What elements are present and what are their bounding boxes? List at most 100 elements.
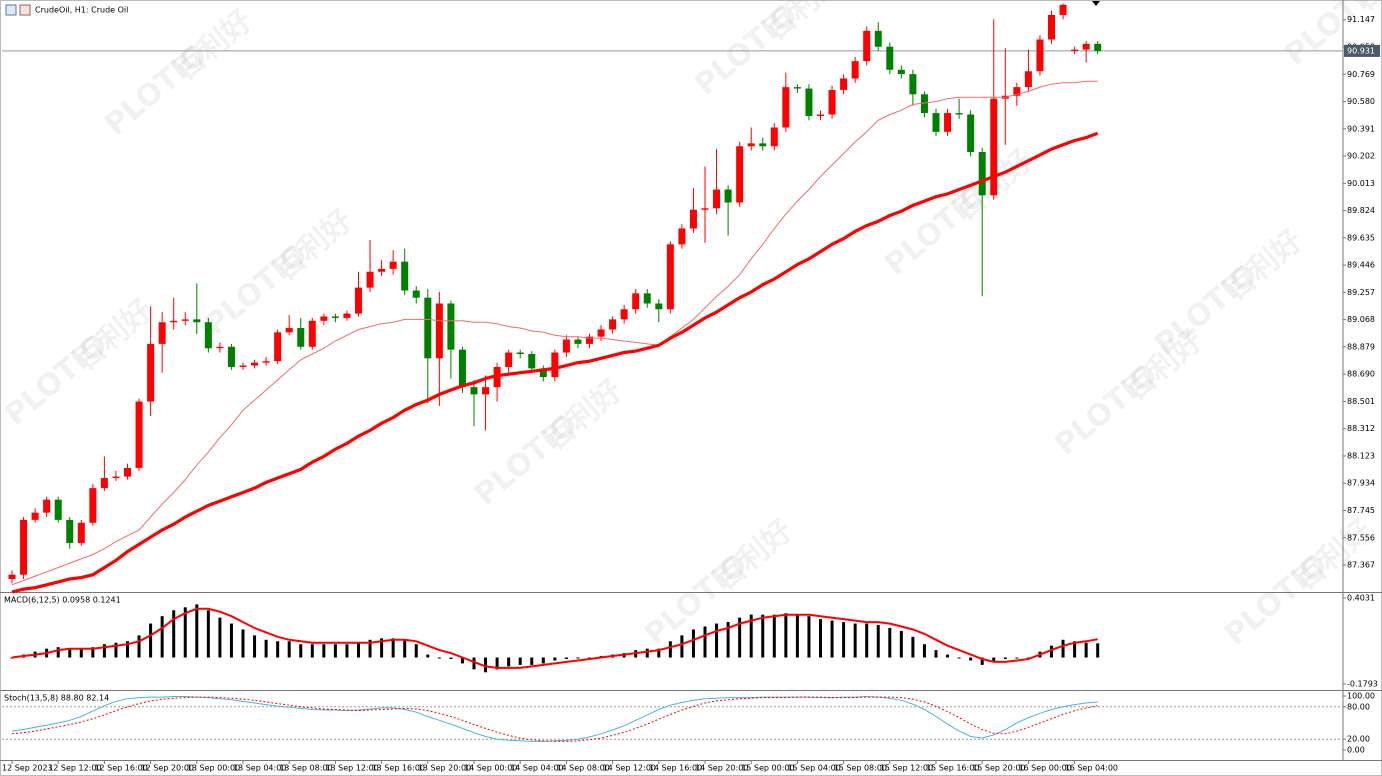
x-tick-label: 13 Sep 00:00 bbox=[187, 764, 240, 773]
candle-body bbox=[389, 261, 397, 269]
x-tick-label: 16 Sep 04:00 bbox=[1065, 764, 1118, 773]
x-tick-label: 14 Sep 12:00 bbox=[603, 764, 656, 773]
x-tick-label: 13 Sep 16:00 bbox=[372, 764, 425, 773]
candle-body bbox=[320, 316, 328, 321]
candle-body bbox=[978, 152, 986, 196]
x-tick-label: 15 Sep 08:00 bbox=[834, 764, 887, 773]
macd-bar bbox=[495, 657, 499, 670]
macd-bar bbox=[276, 641, 280, 658]
candle-body bbox=[227, 346, 235, 367]
macd-bar bbox=[518, 657, 522, 665]
macd-bar bbox=[738, 617, 742, 658]
last-price-label: 90.931 bbox=[1347, 46, 1375, 55]
macd-bar bbox=[922, 644, 926, 658]
y-tick-label: 100.00 bbox=[1347, 691, 1375, 700]
candle-body bbox=[689, 209, 697, 229]
y-tick-label: 87.745 bbox=[1347, 506, 1375, 515]
y-tick-label: 90.769 bbox=[1347, 70, 1375, 79]
x-tick-label: 13 Sep 12:00 bbox=[325, 764, 378, 773]
candle-body bbox=[77, 522, 85, 543]
macd-bar bbox=[761, 614, 765, 658]
candle-body bbox=[435, 303, 443, 359]
y-tick-label: 88.123 bbox=[1347, 451, 1375, 460]
candle-body bbox=[886, 46, 894, 70]
candle-body bbox=[308, 320, 316, 347]
macd-bar bbox=[772, 614, 776, 658]
macd-bar bbox=[195, 604, 199, 658]
moving-average bbox=[11, 131, 1099, 594]
macd-bar bbox=[253, 635, 257, 658]
macd-bar bbox=[102, 644, 106, 658]
macd-bar bbox=[980, 657, 984, 665]
candle-body bbox=[158, 322, 166, 344]
candle-body bbox=[262, 361, 270, 363]
y-tick-label: 88.312 bbox=[1347, 424, 1375, 433]
macd-bar bbox=[484, 657, 488, 673]
macd-bar bbox=[137, 635, 141, 658]
candle-body bbox=[701, 208, 709, 210]
macd-bar bbox=[149, 623, 153, 658]
candle-body bbox=[643, 293, 651, 304]
macd-bar bbox=[56, 647, 60, 658]
candle-body bbox=[89, 488, 97, 523]
macd-bar bbox=[969, 657, 973, 661]
candle-body bbox=[574, 339, 582, 344]
macd-bar bbox=[114, 642, 118, 658]
macd-bar bbox=[172, 610, 176, 658]
macd-bar bbox=[888, 627, 892, 658]
macd-bar bbox=[691, 629, 695, 658]
macd-bar bbox=[541, 657, 545, 664]
macd-bar bbox=[992, 657, 996, 662]
candle-body bbox=[297, 328, 305, 347]
candle-body bbox=[54, 499, 62, 520]
candle-body bbox=[458, 349, 466, 388]
y-tick-label: -0.1793 bbox=[1347, 679, 1378, 688]
macd-bar bbox=[333, 644, 337, 658]
macd-bar bbox=[807, 616, 811, 658]
candle-body bbox=[1024, 71, 1032, 88]
candle-body bbox=[597, 329, 605, 337]
candle-body bbox=[1059, 4, 1067, 15]
macd-bar bbox=[68, 648, 72, 658]
y-tick-label: 0.00 bbox=[1347, 746, 1365, 755]
y-tick-label: 89.635 bbox=[1347, 233, 1375, 242]
macd-bar bbox=[795, 614, 799, 658]
candle-body bbox=[932, 113, 940, 132]
y-tick-label: 0.4031 bbox=[1347, 594, 1375, 603]
candle-body bbox=[655, 303, 663, 310]
macd-bar bbox=[830, 620, 834, 658]
candle-body bbox=[216, 346, 224, 349]
macd-bar bbox=[414, 644, 418, 658]
y-tick-label: 88.690 bbox=[1347, 370, 1375, 379]
x-tick-label: 12 Sep 20:00 bbox=[141, 764, 194, 773]
macd-bar bbox=[380, 638, 384, 658]
stoch-title: Stoch(13,5,8) 88.80 82.14 bbox=[4, 694, 109, 703]
candle-body bbox=[805, 88, 813, 116]
candle-body bbox=[620, 309, 628, 320]
candle-body bbox=[274, 332, 282, 362]
macd-bar bbox=[264, 639, 268, 658]
candle-body bbox=[355, 287, 362, 314]
candle-body bbox=[516, 352, 524, 354]
candle-body bbox=[632, 293, 640, 310]
macd-bar bbox=[842, 622, 846, 658]
candle-body bbox=[562, 339, 570, 353]
candle-body bbox=[505, 352, 513, 367]
candle-body bbox=[539, 368, 547, 378]
candle-body bbox=[331, 316, 339, 318]
y-tick-label: 91.147 bbox=[1347, 15, 1375, 24]
macd-bar bbox=[726, 622, 730, 658]
macd-bar bbox=[1061, 639, 1065, 658]
candle-body bbox=[551, 352, 559, 378]
x-tick-label: 14 Sep 04:00 bbox=[510, 764, 563, 773]
candle-body bbox=[412, 290, 420, 298]
macd-bar bbox=[1073, 641, 1077, 658]
macd-bar bbox=[876, 625, 880, 658]
y-tick-label: 89.068 bbox=[1347, 315, 1375, 324]
candle-body bbox=[366, 271, 374, 288]
candle-body bbox=[747, 143, 755, 147]
macd-bar bbox=[957, 657, 961, 659]
macd-bar bbox=[703, 626, 707, 658]
